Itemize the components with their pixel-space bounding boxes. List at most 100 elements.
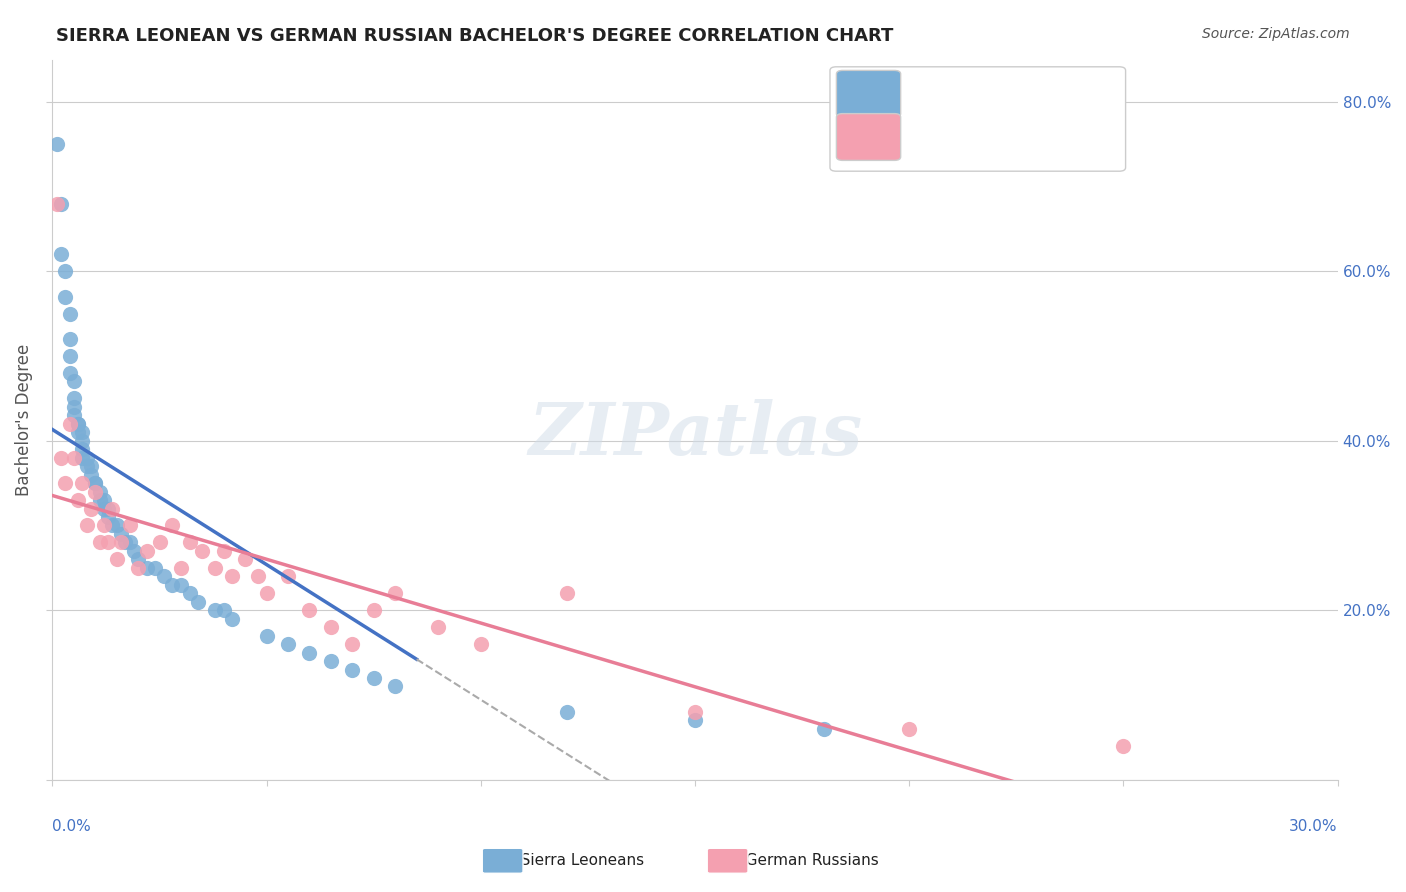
Point [49,247,72,261]
Text: Sierra Leoneans: Sierra Leoneans [506,854,644,868]
Point [170,561,193,575]
Text: 30.0%: 30.0% [1289,819,1337,834]
Text: R = -0.508: R = -0.508 [907,78,988,92]
Point [384,680,406,694]
Point [170,578,193,592]
Point [63,375,86,389]
Point [76,450,98,465]
Point [118,518,141,533]
Point [45,137,67,152]
Point [153,569,176,583]
Point [97,501,120,516]
Point [898,722,921,736]
Point [49,450,72,465]
Point [58,349,80,363]
Point [127,561,149,575]
Point [93,501,115,516]
Point [221,612,243,626]
Point [53,290,76,304]
Text: SIERRA LEONEAN VS GERMAN RUSSIAN BACHELOR'S DEGREE CORRELATION CHART: SIERRA LEONEAN VS GERMAN RUSSIAN BACHELO… [56,27,894,45]
Point [135,544,157,558]
Point [72,442,94,457]
Point [319,654,342,668]
Point [204,561,226,575]
Point [256,586,278,600]
Point [89,493,111,508]
Point [80,501,103,516]
Point [105,552,128,566]
Text: Source: ZipAtlas.com: Source: ZipAtlas.com [1202,27,1350,41]
Point [342,637,364,651]
Point [72,476,94,491]
Point [72,434,94,448]
Point [212,603,235,617]
Point [127,552,149,566]
Point [212,544,235,558]
FancyBboxPatch shape [837,70,901,117]
Point [80,459,103,474]
Point [80,467,103,482]
Point [363,603,385,617]
Point [427,620,450,634]
Point [89,535,111,549]
Text: R = -0.345: R = -0.345 [907,120,990,136]
Point [105,518,128,533]
Point [67,425,90,440]
Point [813,722,835,736]
Point [363,671,385,685]
Point [204,603,226,617]
Point [93,493,115,508]
FancyBboxPatch shape [830,67,1126,171]
Text: German Russians: German Russians [731,854,879,868]
Point [63,450,86,465]
Y-axis label: Bachelor's Degree: Bachelor's Degree [15,343,32,496]
Point [179,586,201,600]
Point [89,484,111,499]
Point [110,535,132,549]
Point [101,501,124,516]
Point [84,476,107,491]
Point [84,476,107,491]
Point [555,586,578,600]
Point [53,476,76,491]
Point [76,518,98,533]
Point [72,450,94,465]
Point [63,400,86,414]
Point [555,705,578,719]
Point [110,527,132,541]
Point [93,518,115,533]
Text: N = 42: N = 42 [1036,120,1092,136]
Point [179,535,201,549]
Point [101,518,124,533]
Point [72,425,94,440]
FancyBboxPatch shape [837,113,901,161]
Point [84,484,107,499]
Point [76,459,98,474]
Point [247,569,270,583]
Point [162,518,184,533]
Point [45,196,67,211]
Point [97,510,120,524]
Point [63,392,86,406]
Point [58,417,80,431]
Point [384,586,406,600]
Point [135,561,157,575]
Point [58,366,80,380]
Point [114,535,136,549]
Text: N = 59: N = 59 [1036,78,1092,92]
Point [683,705,706,719]
Point [233,552,256,566]
Point [277,637,299,651]
Point [1112,739,1135,753]
Point [67,417,90,431]
Point [97,535,120,549]
Point [191,544,214,558]
Point [277,569,299,583]
Point [143,561,166,575]
Point [58,307,80,321]
Point [298,603,321,617]
Point [53,264,76,278]
Point [256,629,278,643]
Point [470,637,492,651]
Text: ZIPatlas: ZIPatlas [529,399,862,469]
